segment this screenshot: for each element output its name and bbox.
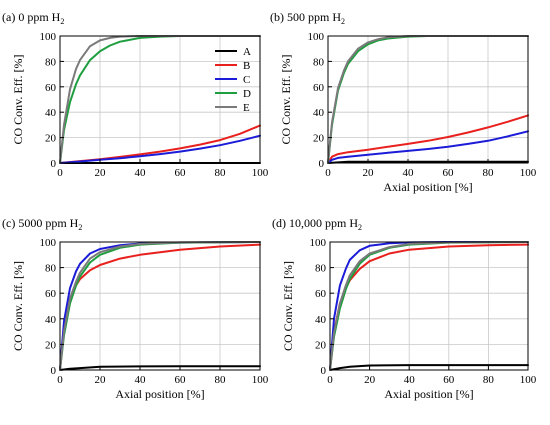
y-tick-label: 40 — [315, 314, 327, 326]
panel-title: (b) 500 ppm H2 — [270, 10, 345, 26]
y-tick-label: 80 — [45, 263, 57, 275]
x-tick-label: 60 — [443, 167, 455, 179]
legend-label-c: C — [243, 74, 250, 86]
legend-label-b: B — [243, 60, 250, 72]
x-tick-label: 100 — [520, 374, 537, 386]
x-tick-label: 20 — [95, 374, 107, 386]
series-line-a — [329, 364, 529, 371]
panel-d: 0 20 40 60 80 100 0 20 40 60 80 100 (d) 10,000 ppm H… — [272, 216, 537, 401]
panel-title-subscript: 2 — [341, 17, 345, 26]
x-tick-label: 40 — [404, 374, 416, 386]
y-tick-label: 100 — [40, 31, 57, 43]
y-tick-label: 20 — [315, 339, 327, 351]
x-tick-label: 80 — [483, 167, 495, 179]
x-tick-label: 0 — [57, 374, 63, 386]
x-tick-label: 20 — [363, 167, 375, 179]
x-tick-label: 0 — [57, 167, 63, 179]
y-tick-label: 60 — [45, 82, 57, 94]
y-tick-label: 100 — [308, 31, 325, 43]
y-tick-label: 60 — [313, 82, 325, 94]
y-tick-label: 0 — [319, 158, 325, 170]
panel-title-subscript: 2 — [358, 223, 362, 232]
y-tick-label: 60 — [315, 288, 327, 300]
legend-label-d: D — [243, 88, 251, 100]
x-tick-label: 60 — [443, 374, 455, 386]
x-tick-label: 100 — [252, 167, 269, 179]
x-tick-label: 80 — [483, 374, 495, 386]
series-line-e — [59, 241, 261, 371]
panel-title: (d) 10,000 ppm H2 — [272, 216, 362, 232]
panel-title: (a) 0 ppm H2 — [2, 10, 64, 26]
y-tick-label: 40 — [45, 107, 57, 119]
y-axis-label: CO Conv. Eff. [%] — [281, 261, 295, 351]
series-line-e — [329, 241, 529, 371]
plot-frame — [327, 35, 529, 164]
panel-a: 0 20 40 60 80 100 0 20 40 60 80 100 (a) 0 ppm H2 CO C… — [2, 10, 269, 179]
panel-c: 0 20 40 60 80 100 0 20 40 60 80 100 (c) 5000 ppm H2 C… — [2, 216, 269, 401]
y-tick-label: 60 — [45, 288, 57, 300]
y-axis-label: CO Conv. Eff. [%] — [11, 261, 25, 351]
y-tick-label: 20 — [313, 133, 325, 145]
series-line-c — [59, 241, 261, 371]
legend-label-a: A — [243, 46, 251, 58]
x-axis-label: Axial position [%] — [115, 387, 204, 401]
y-tick-label: 80 — [315, 263, 327, 275]
series-line-b — [59, 124, 261, 164]
plot-frame — [59, 241, 261, 371]
x-tick-label: 20 — [95, 167, 107, 179]
series-line-c — [327, 130, 529, 164]
plot-frame — [329, 241, 529, 371]
panel-title-subscript: 2 — [60, 17, 64, 26]
x-tick-label: 20 — [364, 374, 376, 386]
y-tick-label: 20 — [45, 339, 57, 351]
x-axis-label: Axial position [%] — [384, 387, 473, 401]
x-axis-label: Axial position [%] — [383, 180, 472, 194]
x-tick-label: 40 — [403, 167, 415, 179]
panel-b: 0 20 40 60 80 100 0 20 40 60 80 100 (b) 500 ppm H2 CO… — [270, 10, 537, 194]
series-line-a — [327, 160, 529, 164]
x-tick-label: 60 — [175, 167, 187, 179]
y-tick-label: 0 — [321, 365, 327, 377]
x-tick-label: 80 — [215, 167, 227, 179]
x-tick-label: 40 — [135, 167, 147, 179]
x-tick-label: 40 — [135, 374, 147, 386]
y-tick-label: 0 — [51, 365, 57, 377]
series-line-a — [59, 365, 261, 371]
y-tick-label: 80 — [45, 56, 57, 68]
plot-frame — [59, 35, 261, 164]
x-tick-label: 0 — [327, 374, 333, 386]
y-tick-label: 100 — [310, 237, 327, 249]
legend-label-e: E — [243, 102, 250, 114]
x-tick-label: 60 — [175, 374, 187, 386]
series-line-b — [327, 114, 529, 164]
series-line-c — [59, 134, 261, 164]
panel-title: (c) 5000 ppm H2 — [2, 216, 82, 232]
x-tick-label: 100 — [252, 374, 269, 386]
y-tick-label: 80 — [313, 56, 325, 68]
y-axis-label: CO Conv. Eff. [%] — [11, 55, 25, 145]
series-line-e — [327, 35, 529, 164]
y-axis-label: CO Conv. Eff. [%] — [279, 55, 293, 145]
panel-title-subscript: 2 — [78, 223, 82, 232]
y-tick-label: 40 — [313, 107, 325, 119]
y-tick-label: 40 — [45, 314, 57, 326]
series-line-d — [327, 35, 529, 164]
y-tick-label: 100 — [40, 237, 57, 249]
x-tick-label: 80 — [215, 374, 227, 386]
y-tick-label: 0 — [51, 158, 57, 170]
series-line-d — [59, 241, 261, 371]
x-tick-label: 100 — [520, 167, 537, 179]
x-tick-label: 0 — [325, 167, 331, 179]
y-tick-label: 20 — [45, 133, 57, 145]
